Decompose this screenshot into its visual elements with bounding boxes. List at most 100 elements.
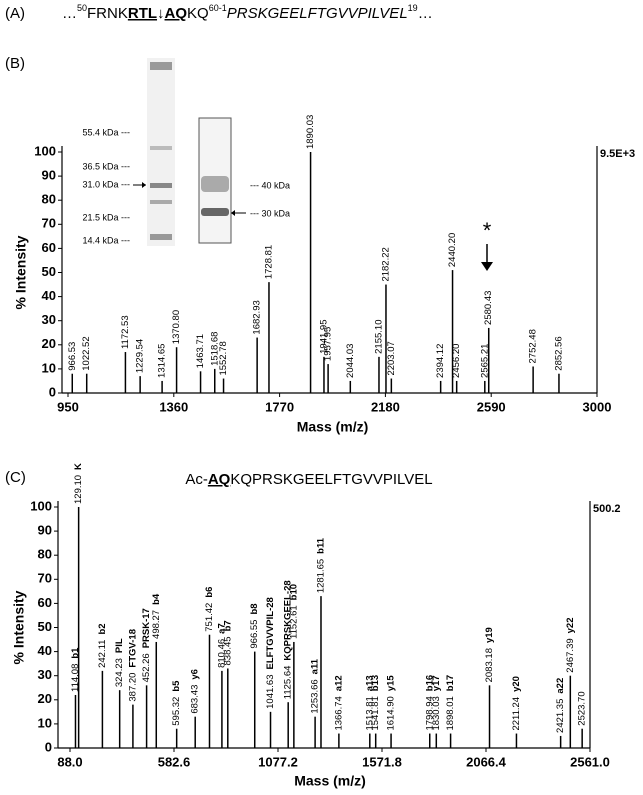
peak-label: 1898.01 [445,696,456,730]
peak-label: 498.27 [151,610,162,639]
gel-marker: --- 30 kDa [250,208,290,218]
ion-label: a11 [310,658,321,674]
ion-label: PIL [114,638,125,653]
sequence: …50FRNKRTL↓AQKQ60-1PRSKGEELFTGVVPILVEL19… [62,3,433,22]
ion-label: a12 [333,675,344,691]
peak-label: 1682.93 [252,300,263,334]
peak-label: 2467.39 [565,638,576,672]
x-tick-label: 1360 [159,399,188,414]
panel-label: (C) [5,469,26,486]
gel-marker: 55.4 kDa --- [82,127,130,137]
peak-label: 1830.03 [431,696,442,730]
x-tick-label: 2180 [371,399,400,414]
peak-label: 1541.81 [370,696,381,730]
ion-label: b4 [151,593,162,605]
gel-marker: 31.0 kDa --- [82,179,130,189]
ion-label: b13 [370,675,381,691]
peak-label: 387.20 [127,673,138,702]
peak-label: 1957.95 [323,327,334,361]
y-tick-label: 50 [38,619,52,634]
x-axis-label: Mass (m/z) [294,773,366,789]
peak-label: 1281.65 [316,559,327,593]
peak-label: 2394.12 [435,344,446,378]
y-tick-label: 0 [49,384,56,399]
y-tick-label: 20 [38,691,52,706]
x-axis-label: Mass (m/z) [297,419,369,435]
peak-label: 2182.22 [380,247,391,281]
ion-label: PRSK-17 [141,608,152,648]
ion-label: b11 [316,537,327,554]
y-tick-label: 10 [42,360,56,375]
peak-label: 1463.71 [195,334,206,368]
x-tick-label: 2590 [477,399,506,414]
y-tick-label: 40 [38,643,52,658]
y-axis-label: % Intensity [11,590,27,664]
y-tick-label: 50 [42,264,56,279]
y-tick-label: 0 [45,739,52,754]
y-tick-label: 80 [42,192,56,207]
peak-label: 2580.43 [483,291,494,325]
ion-label: y19 [484,627,495,643]
x-tick-label: 2561.0 [570,754,610,769]
y-tick-label: 60 [42,240,56,255]
peak-label: 2044.03 [345,344,356,378]
peak-label: 1314.65 [157,344,168,378]
marker-arrowhead [481,262,493,271]
gel-marker: --- 40 kDa [250,180,290,190]
peak-label: 1798.94 [424,696,435,730]
y-tick-label: 30 [42,312,56,327]
panel-label: (B) [5,55,25,72]
peak-label: 2083.18 [484,648,495,682]
y-axis-label: % Intensity [13,235,29,309]
x-tick-label: 2066.4 [466,754,507,769]
peak-label: 452.26 [141,653,152,682]
ion-label: b16 [424,675,435,691]
peak-label: 1552.78 [218,341,229,375]
ion-label: a13 [364,675,375,691]
peak-label: 2155.10 [373,320,384,354]
y-tick-label: 100 [34,143,56,158]
ion-label: y15 [386,675,397,692]
peptide-title: Ac-AQKQPRSKGEELFTGVVPILVEL [185,471,432,488]
peak-label: 1370.80 [171,310,182,344]
peak-label: 1229.54 [135,339,146,373]
peak-label: 129.10 [73,475,84,504]
peak-label: 2852.56 [553,336,564,370]
peak-label: 1890.03 [305,115,316,149]
gel-marker: 36.5 kDa --- [82,161,130,171]
peak-label: 838.45 [222,636,233,665]
peak-label: 1041.63 [265,675,276,709]
y-tick-label: 40 [42,288,56,303]
x-tick-label: 582.6 [158,754,191,769]
peak-label: 2456.20 [451,344,462,378]
peak-label: 2440.20 [447,233,458,267]
scale-label: 500.2 [593,503,621,515]
y-tick-label: 90 [38,523,52,538]
peak-label: 2203.07 [386,341,397,375]
y-tick-label: 90 [42,168,56,183]
ion-label: y6 [190,669,201,680]
ion-label: b8 [249,603,260,614]
ion-label: b17 [445,675,456,691]
peak-label: 595.32 [171,697,182,726]
y-tick-label: 60 [38,595,52,610]
ion-label: b6 [204,587,215,598]
x-tick-label: 88.0 [57,754,82,769]
peak-label: 1513.81 [364,696,375,730]
x-tick-label: 1770 [265,399,294,414]
ion-label: FTGV-18 [127,629,138,668]
panel-a-label: (A) [5,5,25,22]
peak-label: 324.23 [114,658,125,687]
ion-label: KQPRSKGEEL-28 [283,580,294,660]
x-tick-label: 950 [57,399,79,414]
peak-label: 1172.53 [120,315,131,349]
peak-label: 1614.90 [386,696,397,730]
ion-label: b7 [222,620,233,631]
x-tick-label: 1571.8 [362,754,402,769]
peak-label: 1366.74 [333,696,344,730]
peak-label: 1728.81 [263,245,274,279]
peak-label: 2752.48 [528,329,539,363]
peak-label: 810.46 [216,639,227,668]
gel-inset [133,58,246,246]
ion-label: b5 [171,680,182,692]
